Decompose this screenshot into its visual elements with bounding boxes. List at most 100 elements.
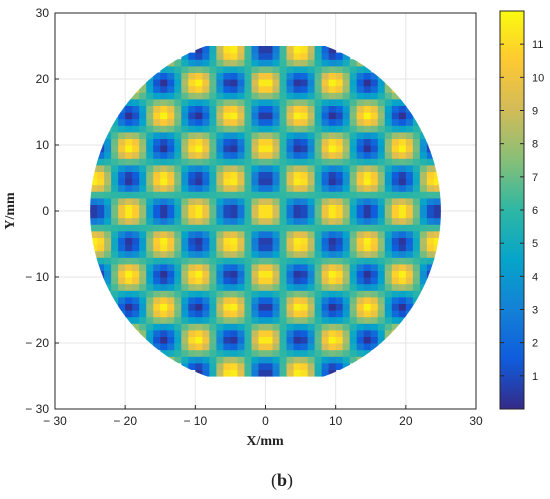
heatmap-cell	[244, 349, 253, 357]
heatmap-cell	[188, 52, 196, 60]
heatmap-cell	[328, 158, 337, 166]
heatmap-cell	[181, 178, 189, 186]
heatmap-cell	[160, 277, 168, 285]
heatmap-cell	[174, 92, 182, 100]
heatmap-cell	[328, 79, 337, 87]
heatmap-cell	[195, 303, 203, 311]
heatmap-cell	[405, 277, 414, 285]
heatmap-cell	[328, 184, 337, 192]
heatmap-cell	[349, 79, 358, 87]
heatmap-cell	[363, 92, 372, 100]
heatmap-cell	[265, 151, 274, 159]
heatmap-cell	[195, 191, 203, 199]
heatmap-cell	[146, 316, 154, 324]
heatmap-cell	[146, 85, 154, 93]
heatmap-cell	[349, 316, 358, 324]
heatmap-cell	[349, 211, 358, 219]
heatmap-cell	[244, 197, 253, 205]
heatmap-cell	[433, 204, 441, 212]
heatmap-cell	[209, 204, 217, 212]
heatmap-cell	[314, 257, 323, 265]
heatmap-cell	[167, 303, 175, 311]
heatmap-cell	[139, 92, 147, 100]
heatmap-cell	[237, 131, 246, 139]
heatmap-cell	[230, 151, 239, 159]
heatmap-cell	[328, 263, 337, 271]
heatmap-cell	[342, 112, 351, 120]
heatmap-cell	[370, 118, 379, 126]
heatmap-cell	[405, 250, 414, 258]
heatmap-cell	[293, 98, 302, 106]
heatmap-cell	[195, 112, 203, 120]
heatmap-cell	[272, 92, 281, 100]
y-tick-label: 20	[36, 72, 50, 86]
heatmap-cell	[132, 105, 140, 113]
heatmap-cell	[293, 52, 302, 60]
heatmap-cell	[223, 59, 232, 67]
heatmap-cell	[321, 329, 330, 337]
heatmap-cell	[251, 329, 260, 337]
heatmap-cell	[370, 250, 379, 258]
heatmap-cell	[300, 217, 309, 225]
heatmap-cell	[258, 303, 267, 311]
heatmap-cell	[153, 79, 161, 87]
y-tick-label: − 20	[25, 336, 49, 350]
heatmap-cell	[363, 125, 372, 133]
heatmap-cell	[307, 178, 316, 186]
heatmap-cell	[160, 310, 168, 318]
heatmap-cell	[419, 184, 428, 192]
heatmap-cell	[398, 164, 407, 172]
heatmap-cell	[118, 184, 126, 192]
heatmap-cell	[412, 211, 421, 219]
heatmap-cell	[328, 178, 337, 186]
heatmap-cell	[188, 303, 196, 311]
heatmap-cell	[244, 211, 253, 219]
heatmap-cell	[160, 323, 168, 331]
heatmap-cell	[307, 356, 316, 364]
heatmap-cell	[377, 118, 386, 126]
heatmap-cell	[286, 316, 295, 324]
heatmap-cell	[125, 138, 133, 146]
heatmap-cell	[272, 79, 281, 87]
heatmap-cell	[118, 145, 126, 153]
heatmap-cell	[286, 138, 295, 146]
heatmap-cell	[111, 277, 119, 285]
heatmap-cell	[146, 270, 154, 278]
heatmap-cell	[216, 138, 224, 146]
heatmap-cell	[202, 197, 210, 205]
heatmap-cell	[293, 263, 302, 271]
heatmap-cell	[139, 283, 147, 291]
heatmap-cell	[286, 131, 295, 139]
heatmap-cell	[111, 217, 119, 225]
heatmap-cell	[118, 118, 126, 126]
heatmap-cell	[349, 270, 358, 278]
heatmap-cell	[174, 329, 182, 337]
heatmap-cell	[293, 303, 302, 311]
heatmap-cell	[272, 257, 281, 265]
heatmap-cell	[195, 131, 203, 139]
heatmap-cell	[272, 105, 281, 113]
heatmap-cell	[363, 257, 372, 265]
heatmap-cell	[153, 244, 161, 252]
heatmap-cell	[167, 336, 175, 344]
heatmap-cell	[398, 316, 407, 324]
heatmap-cell	[251, 72, 260, 80]
heatmap-cell	[293, 197, 302, 205]
heatmap-cell	[223, 316, 232, 324]
heatmap-cell	[377, 145, 386, 153]
heatmap-cell	[391, 303, 400, 311]
heatmap-cell	[167, 323, 175, 331]
heatmap-cell	[307, 131, 316, 139]
heatmap-cell	[223, 329, 232, 337]
heatmap-cell	[363, 112, 372, 120]
heatmap-cell	[223, 131, 232, 139]
heatmap-cell	[279, 158, 288, 166]
heatmap-cell	[258, 79, 267, 87]
heatmap-cell	[167, 151, 175, 159]
heatmap-cell	[237, 257, 246, 265]
heatmap-cell	[265, 362, 274, 370]
heatmap-cell	[335, 131, 344, 139]
heatmap-cell	[370, 263, 379, 271]
heatmap-cell	[258, 362, 267, 370]
heatmap-cell	[202, 105, 210, 113]
